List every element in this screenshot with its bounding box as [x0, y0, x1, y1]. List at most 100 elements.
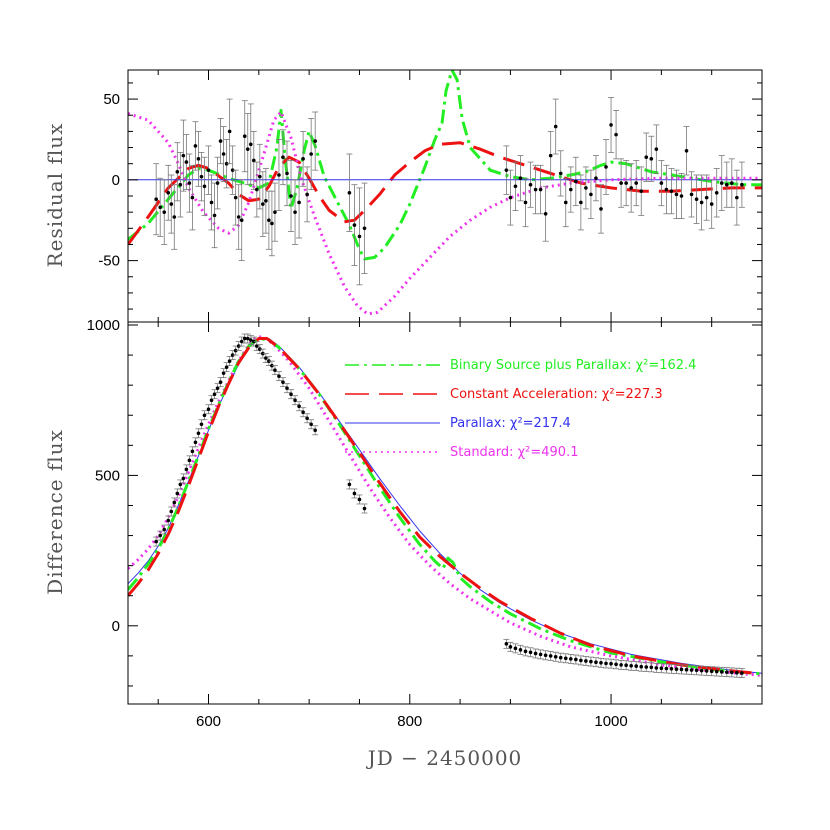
data-point: [362, 506, 367, 511]
series-line-accel: [128, 337, 762, 676]
series-line-binary: [128, 337, 762, 676]
data-point: [242, 134, 247, 139]
data-point: [679, 194, 684, 198]
data-point: [553, 124, 558, 129]
data-point: [264, 199, 268, 203]
data-point: [230, 168, 235, 172]
data-point: [594, 660, 598, 664]
data-point: [255, 344, 259, 348]
data-point: [568, 657, 573, 661]
data-point: [724, 182, 729, 187]
data-point: [347, 190, 352, 195]
data-point: [218, 139, 223, 143]
data-point: [206, 407, 211, 412]
data-point: [518, 176, 523, 181]
data-point: [649, 157, 654, 161]
data-point: [714, 669, 719, 674]
plot-area: [128, 70, 762, 316]
data-point: [719, 181, 724, 185]
data-point: [239, 218, 244, 223]
data-point: [589, 192, 593, 197]
data-point: [679, 667, 684, 672]
x-axis-label: JD − 2450000: [366, 746, 523, 770]
data-point: [357, 497, 362, 502]
data-point: [218, 380, 223, 384]
data-point: [614, 662, 618, 667]
data-point: [248, 338, 253, 342]
series-line-standard: [128, 110, 762, 316]
data-point: [719, 670, 724, 674]
data-point: [735, 670, 739, 675]
data-point: [654, 147, 659, 151]
data-point: [261, 202, 265, 206]
series-line-parallax: [128, 338, 762, 674]
data-point: [270, 363, 274, 368]
data-point: [154, 539, 158, 544]
legend-label-accel: Constant Acceleration: χ²=227.3: [450, 387, 663, 402]
y-axis-label-difference: Difference flux: [43, 429, 67, 595]
data-point: [508, 645, 513, 649]
legend-label-standard: Standard: χ²=490.1: [450, 445, 578, 460]
data-point: [209, 398, 214, 403]
data-point: [293, 210, 297, 214]
data-point: [309, 422, 313, 427]
data-point: [158, 205, 163, 210]
y-tick-label: -50: [98, 253, 120, 270]
panel-frame: [127, 69, 763, 323]
data-point: [599, 207, 603, 211]
data-point: [704, 195, 709, 200]
data-point: [357, 234, 362, 239]
data-point: [245, 336, 250, 341]
data-point: [196, 431, 201, 436]
data-point: [684, 148, 689, 153]
series-line-standard: [128, 335, 762, 677]
data-point: [181, 476, 186, 481]
data-point: [267, 359, 271, 363]
data-point: [169, 202, 174, 206]
data-point: [518, 648, 523, 652]
data-point: [301, 410, 305, 415]
data-point: [634, 664, 639, 668]
data-point: [172, 215, 177, 219]
data-point: [735, 195, 739, 200]
data-point: [175, 169, 180, 174]
data-point: [172, 500, 177, 505]
data-point: [548, 654, 553, 658]
data-point: [289, 392, 293, 396]
data-point: [221, 371, 226, 375]
data-point: [233, 195, 238, 200]
data-point: [604, 661, 608, 666]
data-point: [639, 189, 644, 193]
data-point: [178, 482, 183, 487]
data-point: [313, 139, 317, 143]
data-point: [221, 152, 226, 156]
y-tick-label: 500: [95, 467, 120, 484]
data-point: [689, 192, 694, 197]
data-point: [224, 161, 229, 166]
data-point: [659, 181, 664, 185]
data-point: [162, 527, 167, 532]
data-point: [584, 659, 588, 663]
data-point: [199, 422, 204, 427]
data-point: [624, 181, 628, 185]
x-tick-label: 800: [397, 713, 422, 730]
data-point: [724, 670, 729, 674]
data-point: [233, 348, 238, 353]
data-point: [270, 221, 274, 226]
data-point: [730, 670, 734, 675]
data-point: [740, 671, 744, 675]
data-point: [285, 386, 289, 390]
x-tick-label: 600: [196, 713, 221, 730]
data-point: [714, 190, 719, 195]
data-point: [609, 123, 613, 127]
data-point: [158, 533, 163, 538]
data-point: [248, 142, 253, 147]
panel-frame: [127, 321, 763, 705]
data-point: [644, 665, 649, 669]
data-point: [674, 192, 679, 197]
data-point: [347, 482, 352, 487]
data-point: [674, 667, 679, 671]
data-point: [190, 449, 195, 454]
data-point: [574, 657, 578, 662]
data-point: [215, 181, 220, 185]
